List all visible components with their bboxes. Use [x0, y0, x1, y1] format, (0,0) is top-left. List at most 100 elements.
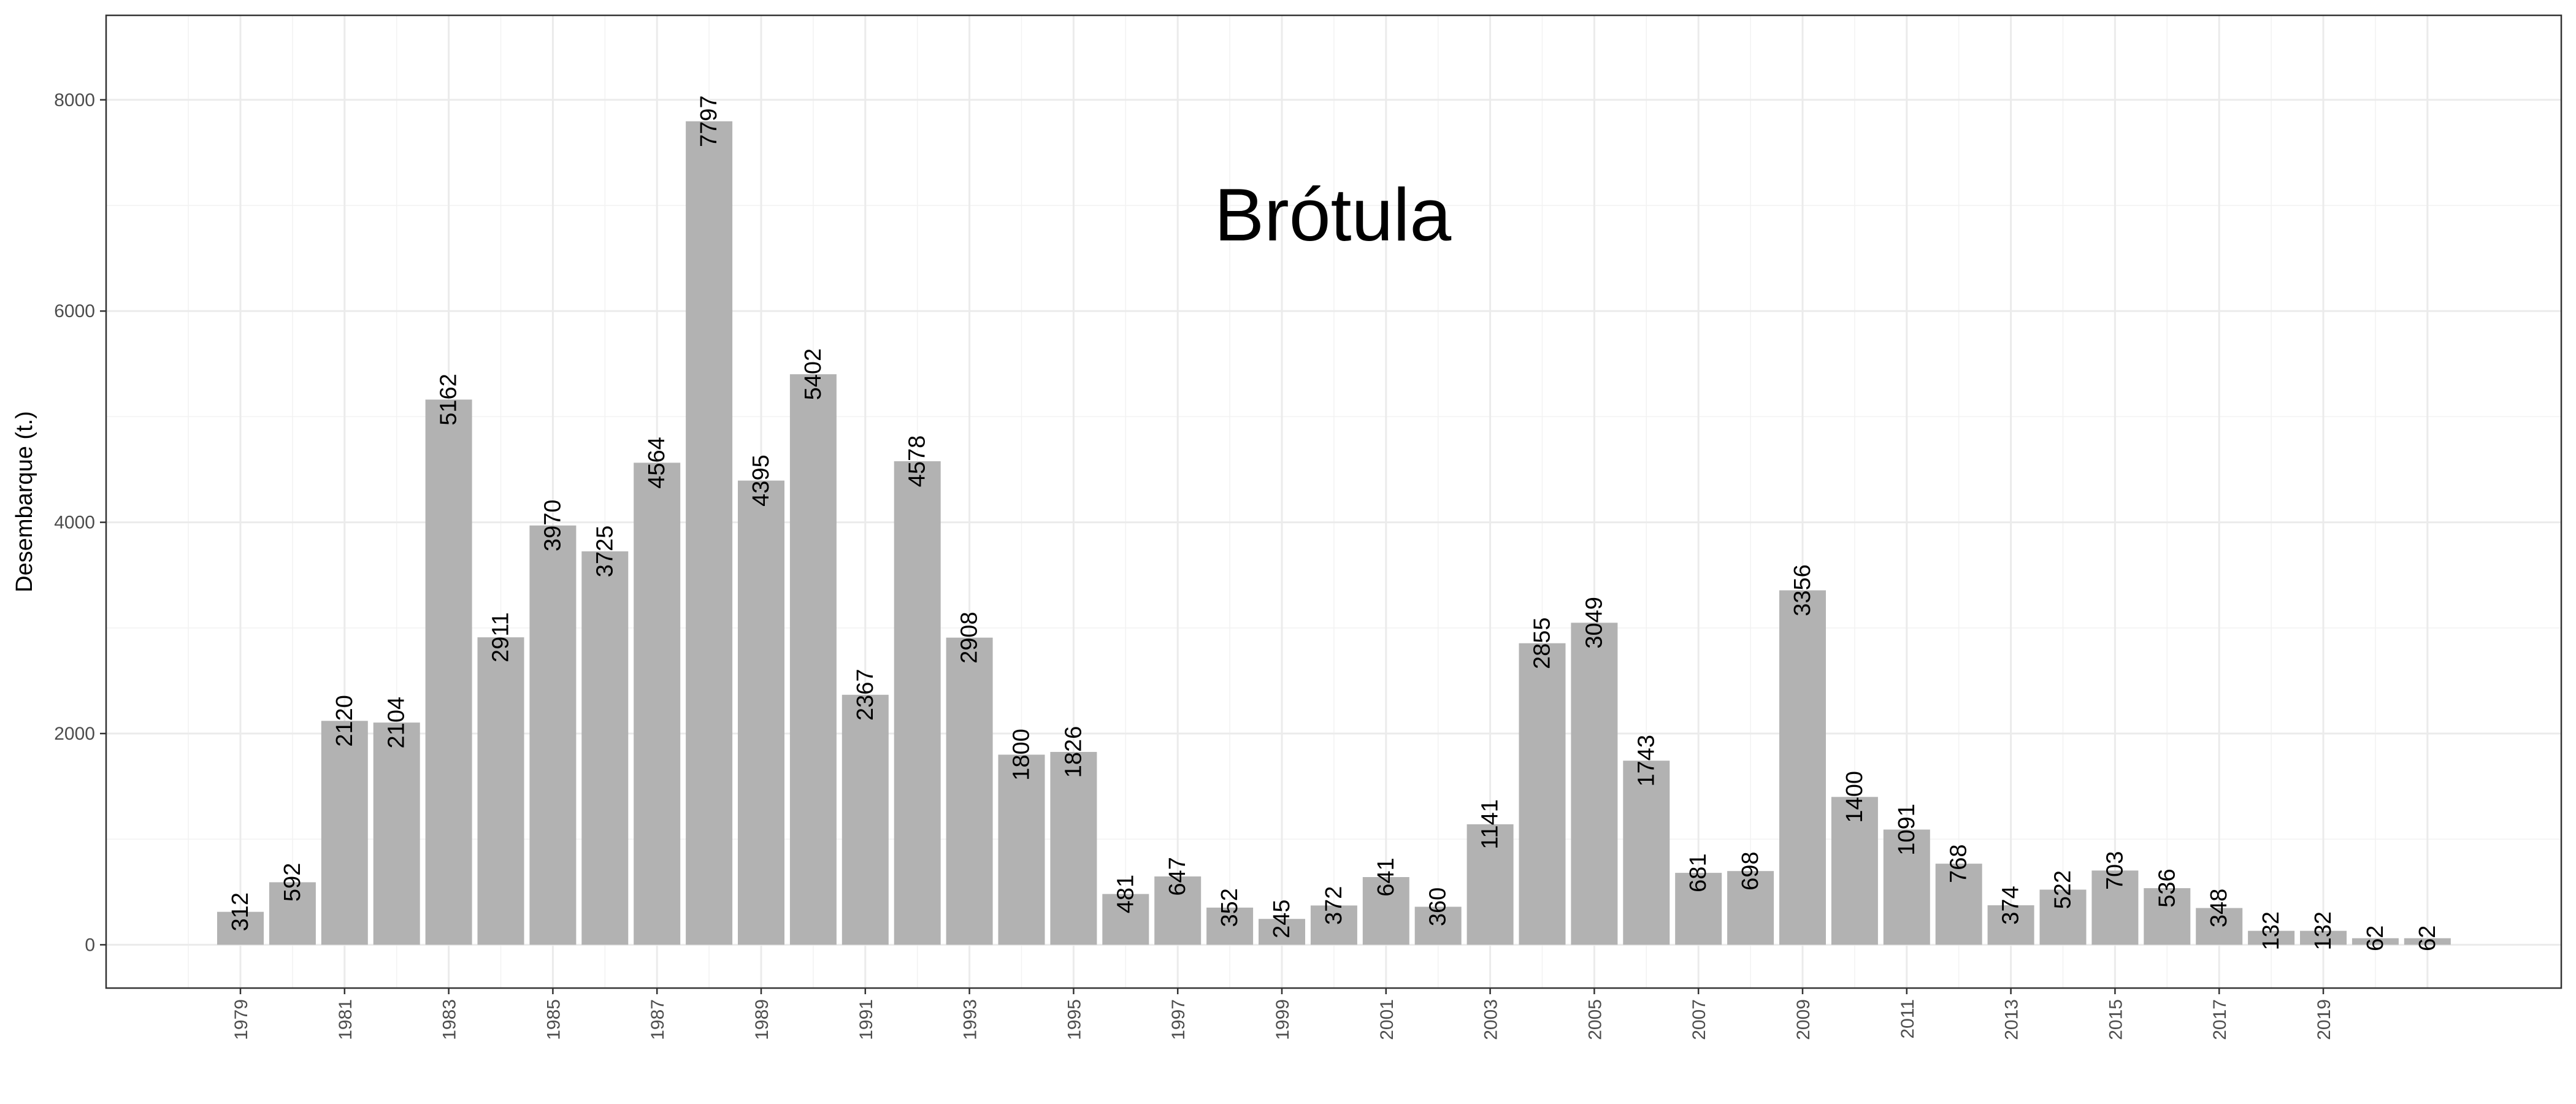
bar — [1519, 643, 1566, 945]
bar — [2196, 908, 2243, 945]
bar-value-label: 3725 — [592, 526, 618, 578]
bar-value-label: 1800 — [1009, 729, 1035, 781]
bar — [217, 911, 264, 945]
bar-value-label: 4395 — [748, 454, 774, 507]
y-tick-label: 2000 — [54, 724, 95, 744]
bar-value-labels: 312 592 2120 2104 5162 2911 3970 3725 4564 7797 43… — [228, 95, 2440, 951]
bar — [1466, 824, 1514, 945]
bar — [529, 525, 577, 945]
bar-value-label: 647 — [1165, 857, 1190, 895]
x-tick-label: 2015 — [2106, 999, 2126, 1040]
bar-value-label: 245 — [1269, 900, 1295, 938]
bar — [1206, 907, 1254, 945]
x-tick-label: 1979 — [231, 999, 251, 1040]
bar-value-label: 312 — [228, 892, 253, 931]
bar — [1362, 877, 1409, 945]
bar — [1779, 590, 1826, 945]
bar-value-label: 3356 — [1790, 564, 1815, 616]
y-tick-label: 4000 — [54, 513, 95, 533]
y-axis: 0 2000 4000 6000 8000 — [54, 90, 106, 955]
bar — [738, 480, 784, 945]
bar — [477, 637, 524, 945]
x-tick-label: 2019 — [2314, 999, 2334, 1040]
bar — [946, 637, 993, 945]
bar — [686, 121, 733, 945]
x-tick-label: 2005 — [1585, 999, 1605, 1040]
bar-value-label: 1091 — [1894, 803, 1920, 856]
bar — [1831, 797, 1878, 945]
x-tick-label: 2001 — [1377, 999, 1397, 1040]
bar-value-label: 4564 — [644, 437, 670, 489]
bar-value-label: 1826 — [1060, 726, 1086, 778]
bar — [1154, 876, 1202, 945]
x-tick-label: 2013 — [2002, 999, 2022, 1040]
bar — [1259, 919, 1305, 945]
y-tick-label: 8000 — [54, 90, 95, 110]
bar-value-label: 481 — [1113, 875, 1138, 913]
bar — [841, 694, 889, 945]
bar — [1310, 905, 1357, 945]
y-tick-label: 6000 — [54, 301, 95, 321]
bar-value-label: 2908 — [957, 611, 983, 664]
x-tick-label: 1981 — [335, 999, 356, 1040]
bar — [1883, 829, 1930, 945]
x-axis: 1979 1981 1983 1985 1987 1989 1991 1993 1995 1997… — [231, 988, 2334, 1040]
x-tick-label: 1995 — [1064, 999, 1084, 1040]
x-tick-label: 1989 — [752, 999, 772, 1040]
bar-value-label: 374 — [1998, 886, 2024, 924]
bar — [1623, 761, 1670, 945]
bar — [269, 882, 316, 945]
bar-value-label: 132 — [2258, 911, 2284, 950]
bar — [425, 399, 472, 945]
bar-value-label: 1400 — [1842, 771, 1868, 823]
bar — [2404, 938, 2451, 945]
bar-value-label: 4578 — [905, 435, 930, 488]
bar-value-label: 536 — [2154, 868, 2180, 907]
bar-value-label: 698 — [1738, 851, 1763, 890]
bar — [634, 462, 681, 945]
bar-value-label: 132 — [2310, 911, 2336, 950]
y-tick-label: 0 — [85, 935, 95, 955]
bar-value-label: 62 — [2363, 926, 2388, 951]
bar — [1571, 623, 1618, 945]
bar — [1935, 864, 1982, 945]
bar — [2144, 888, 2191, 945]
bar-value-label: 2104 — [384, 697, 410, 749]
x-tick-label: 2003 — [1481, 999, 1501, 1040]
bar — [894, 461, 941, 945]
bar — [581, 551, 629, 945]
bar-value-label: 7797 — [696, 95, 722, 147]
bar — [373, 723, 420, 945]
x-tick-label: 1997 — [1168, 999, 1189, 1040]
x-tick-label: 2017 — [2210, 999, 2230, 1040]
bar — [789, 374, 837, 945]
x-tick-label: 2011 — [1898, 999, 1918, 1039]
x-tick-label: 2009 — [1793, 999, 1814, 1040]
bar-value-label: 1141 — [1478, 799, 1503, 849]
chart-title: Brótula — [1214, 173, 1452, 256]
x-tick-label: 1991 — [856, 999, 876, 1040]
bar — [1414, 907, 1462, 945]
bar — [1727, 871, 1774, 945]
bar — [1675, 873, 1722, 945]
x-tick-label: 1999 — [1273, 999, 1293, 1040]
bar-value-label: 1743 — [1633, 735, 1659, 787]
bar-value-label: 641 — [1373, 857, 1399, 896]
bar-value-label: 352 — [1217, 888, 1243, 927]
x-tick-label: 1985 — [543, 999, 564, 1040]
bar — [1050, 751, 1097, 945]
x-tick-label: 2007 — [1689, 999, 1709, 1040]
x-tick-label: 1993 — [960, 999, 981, 1040]
plot-border — [105, 14, 2563, 989]
bar — [321, 721, 368, 945]
bar-value-label: 62 — [2415, 926, 2440, 951]
bar-value-label: 681 — [1685, 853, 1711, 892]
bar-value-label: 768 — [1946, 844, 1972, 883]
bar-value-label: 2367 — [853, 669, 878, 721]
bar-value-label: 5162 — [436, 374, 462, 426]
bar-value-label: 2855 — [1530, 617, 1555, 669]
bar-value-label: 3049 — [1581, 597, 1607, 649]
bar-value-label: 592 — [280, 863, 305, 902]
x-tick-label: 1987 — [648, 999, 668, 1040]
